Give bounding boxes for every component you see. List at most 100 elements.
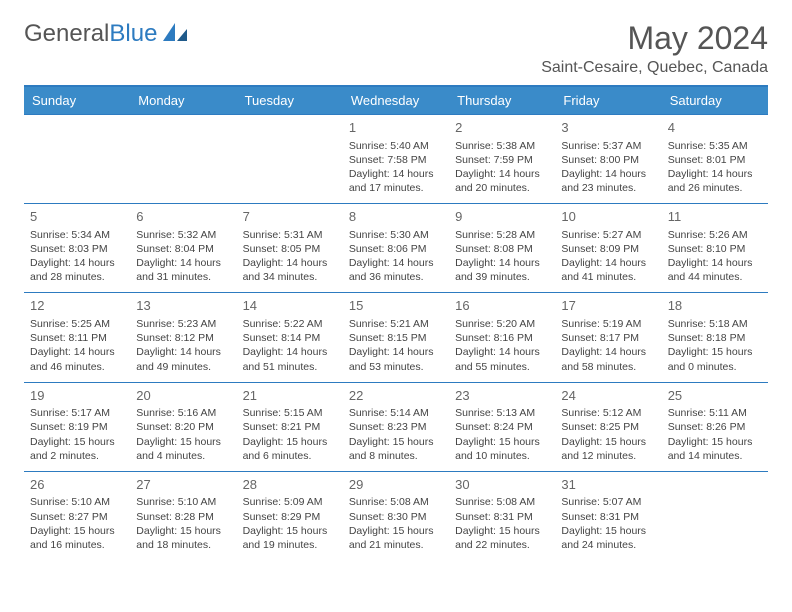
calendar-day-cell: 3Sunrise: 5:37 AMSunset: 8:00 PMDaylight… — [555, 115, 661, 204]
calendar-day-cell: 4Sunrise: 5:35 AMSunset: 8:01 PMDaylight… — [662, 115, 768, 204]
sunrise-line: Sunrise: 5:32 AM — [136, 228, 230, 242]
daylight-line-2: and 14 minutes. — [668, 449, 762, 463]
day-number: 21 — [243, 387, 337, 405]
daylight-line-1: Daylight: 14 hours — [668, 167, 762, 181]
daylight-line-2: and 22 minutes. — [455, 538, 549, 552]
sunset-line: Sunset: 8:19 PM — [30, 420, 124, 434]
sunrise-line: Sunrise: 5:14 AM — [349, 406, 443, 420]
weekday-header: Sunday — [24, 86, 130, 115]
calendar-day-cell: 20Sunrise: 5:16 AMSunset: 8:20 PMDayligh… — [130, 382, 236, 471]
daylight-line-1: Daylight: 14 hours — [349, 256, 443, 270]
calendar-week-row: 12Sunrise: 5:25 AMSunset: 8:11 PMDayligh… — [24, 293, 768, 382]
calendar-day-cell: 7Sunrise: 5:31 AMSunset: 8:05 PMDaylight… — [237, 204, 343, 293]
calendar-week-row: 19Sunrise: 5:17 AMSunset: 8:19 PMDayligh… — [24, 382, 768, 471]
daylight-line-2: and 6 minutes. — [243, 449, 337, 463]
sunrise-line: Sunrise: 5:40 AM — [349, 139, 443, 153]
sunset-line: Sunset: 8:01 PM — [668, 153, 762, 167]
weekday-header: Wednesday — [343, 86, 449, 115]
calendar-day-cell: 6Sunrise: 5:32 AMSunset: 8:04 PMDaylight… — [130, 204, 236, 293]
calendar-day-cell: 10 Sunrise: 5:27 AMSunset: 8:09 PMDayligh… — [555, 204, 661, 293]
sunrise-line: Sunrise: 5:09 AM — [243, 495, 337, 509]
sunrise-line: Sunrise: 5:31 AM — [243, 228, 337, 242]
calendar-day-cell: 14Sunrise: 5:22 AMSunset: 8:14 PMDayligh… — [237, 293, 343, 382]
daylight-line-1: Daylight: 15 hours — [349, 435, 443, 449]
daylight-line-1: Daylight: 14 hours — [561, 345, 655, 359]
sunset-line: Sunset: 7:59 PM — [455, 153, 549, 167]
calendar-day-cell: 9Sunrise: 5:28 AMSunset: 8:08 PMDaylight… — [449, 204, 555, 293]
header: GeneralBlue May 2024 Saint-Cesaire, Queb… — [24, 20, 768, 77]
calendar-day-cell: 21Sunrise: 5:15 AMSunset: 8:21 PMDayligh… — [237, 382, 343, 471]
calendar-day-cell: 18Sunrise: 5:18 AMSunset: 8:18 PMDayligh… — [662, 293, 768, 382]
day-number: 28 — [243, 476, 337, 494]
day-number: 10 — [561, 208, 655, 226]
day-number: 23 — [455, 387, 549, 405]
logo-text-general: General — [24, 20, 109, 47]
daylight-line-1: Daylight: 15 hours — [243, 435, 337, 449]
daylight-line-1: Daylight: 14 hours — [136, 256, 230, 270]
sunset-line: Sunset: 8:31 PM — [455, 510, 549, 524]
sunrise-line: Sunrise: 5:08 AM — [349, 495, 443, 509]
day-number: 9 — [455, 208, 549, 226]
sunset-line: Sunset: 8:03 PM — [30, 242, 124, 256]
day-number: 12 — [30, 297, 124, 315]
sunset-line: Sunset: 8:15 PM — [349, 331, 443, 345]
daylight-line-2: and 2 minutes. — [30, 449, 124, 463]
calendar-day-cell: 26Sunrise: 5:10 AMSunset: 8:27 PMDayligh… — [24, 471, 130, 560]
day-number: 24 — [561, 387, 655, 405]
daylight-line-1: Daylight: 14 hours — [561, 256, 655, 270]
sunset-line: Sunset: 8:23 PM — [349, 420, 443, 434]
logo-sail-icon — [161, 21, 189, 48]
day-number: 30 — [455, 476, 549, 494]
calendar-day-cell: 16Sunrise: 5:20 AMSunset: 8:16 PMDayligh… — [449, 293, 555, 382]
sunrise-line: Sunrise: 5:13 AM — [455, 406, 549, 420]
sunset-line: Sunset: 7:58 PM — [349, 153, 443, 167]
calendar-day-cell: 31Sunrise: 5:07 AMSunset: 8:31 PMDayligh… — [555, 471, 661, 560]
sunset-line: Sunset: 8:12 PM — [136, 331, 230, 345]
weekday-header: Saturday — [662, 86, 768, 115]
weekday-header: Monday — [130, 86, 236, 115]
daylight-line-1: Daylight: 15 hours — [243, 524, 337, 538]
calendar-day-cell — [24, 115, 130, 204]
logo-text: GeneralBlue — [24, 20, 157, 48]
calendar-table: SundayMondayTuesdayWednesdayThursdayFrid… — [24, 85, 768, 560]
day-number: 16 — [455, 297, 549, 315]
daylight-line-2: and 58 minutes. — [561, 360, 655, 374]
daylight-line-2: and 44 minutes. — [668, 270, 762, 284]
calendar-header-row: SundayMondayTuesdayWednesdayThursdayFrid… — [24, 86, 768, 115]
sunset-line: Sunset: 8:04 PM — [136, 242, 230, 256]
sunrise-line: Sunrise: 5:21 AM — [349, 317, 443, 331]
sunset-line: Sunset: 8:24 PM — [455, 420, 549, 434]
sunset-line: Sunset: 8:09 PM — [561, 242, 655, 256]
daylight-line-2: and 26 minutes. — [668, 181, 762, 195]
sunset-line: Sunset: 8:30 PM — [349, 510, 443, 524]
day-number: 18 — [668, 297, 762, 315]
daylight-line-2: and 18 minutes. — [136, 538, 230, 552]
sunset-line: Sunset: 8:06 PM — [349, 242, 443, 256]
sunset-line: Sunset: 8:05 PM — [243, 242, 337, 256]
month-title: May 2024 — [541, 20, 768, 57]
calendar-day-cell: 29Sunrise: 5:08 AMSunset: 8:30 PMDayligh… — [343, 471, 449, 560]
sunset-line: Sunset: 8:16 PM — [455, 331, 549, 345]
daylight-line-1: Daylight: 15 hours — [136, 435, 230, 449]
calendar-day-cell: 15Sunrise: 5:21 AMSunset: 8:15 PMDayligh… — [343, 293, 449, 382]
daylight-line-2: and 4 minutes. — [136, 449, 230, 463]
calendar-day-cell: 24Sunrise: 5:12 AMSunset: 8:25 PMDayligh… — [555, 382, 661, 471]
sunrise-line: Sunrise: 5:34 AM — [30, 228, 124, 242]
calendar-day-cell: 8 Sunrise: 5:30 AMSunset: 8:06 PMDaylight… — [343, 204, 449, 293]
daylight-line-2: and 23 minutes. — [561, 181, 655, 195]
sunrise-line: Sunrise: 5:30 AM — [349, 228, 443, 242]
calendar-day-cell: 2Sunrise: 5:38 AMSunset: 7:59 PMDaylight… — [449, 115, 555, 204]
daylight-line-1: Daylight: 15 hours — [668, 435, 762, 449]
sunrise-line: Sunrise: 5:16 AM — [136, 406, 230, 420]
daylight-line-2: and 19 minutes. — [243, 538, 337, 552]
daylight-line-2: and 17 minutes. — [349, 181, 443, 195]
day-number: 8 — [349, 208, 443, 226]
sunrise-line: Sunrise: 5:12 AM — [561, 406, 655, 420]
daylight-line-1: Daylight: 14 hours — [455, 345, 549, 359]
daylight-line-2: and 51 minutes. — [243, 360, 337, 374]
calendar-day-cell: 25Sunrise: 5:11 AMSunset: 8:26 PMDayligh… — [662, 382, 768, 471]
day-number: 11 — [668, 208, 762, 226]
sunrise-line: Sunrise: 5:27 AM — [561, 228, 655, 242]
sunrise-line: Sunrise: 5:08 AM — [455, 495, 549, 509]
daylight-line-2: and 46 minutes. — [30, 360, 124, 374]
